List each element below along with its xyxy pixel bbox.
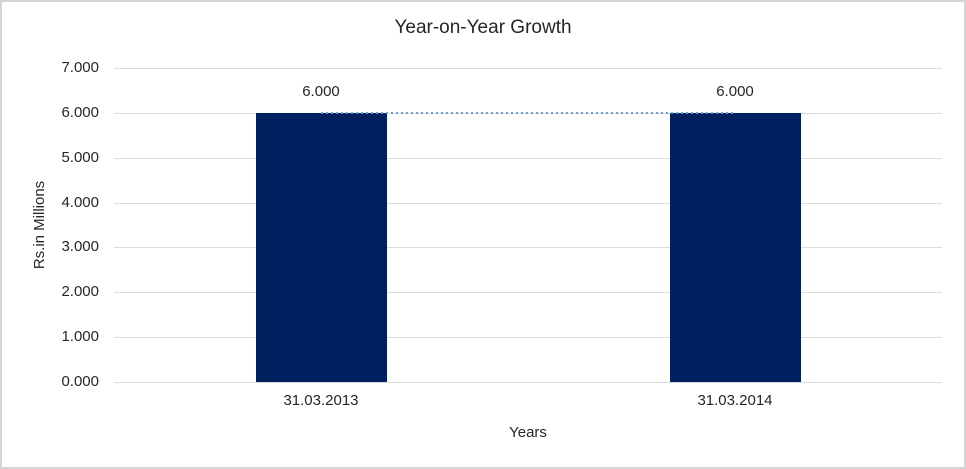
y-gridline: [114, 158, 942, 159]
connector-line: [321, 112, 735, 114]
y-tick-label: 3.000: [61, 238, 99, 255]
bar: [670, 113, 801, 382]
chart-title: Year-on-Year Growth: [394, 17, 572, 38]
y-axis-title-wrap: Rs.in Millions: [24, 68, 56, 382]
y-gridline: [114, 337, 942, 338]
y-tick-label: 4.000: [61, 194, 99, 211]
x-axis-title: Years: [509, 424, 547, 441]
bar-data-label: 6.000: [302, 83, 340, 100]
bar: [256, 113, 387, 382]
y-tick-label: 5.000: [61, 149, 99, 166]
x-tick-label: 31.03.2013: [283, 392, 359, 409]
x-tick-label: 31.03.2014: [697, 392, 773, 409]
y-tick-label: 2.000: [61, 283, 99, 300]
y-gridline: [114, 68, 942, 69]
y-gridline: [114, 203, 942, 204]
y-axis-title: Rs.in Millions: [31, 180, 49, 270]
y-tick-label: 6.000: [61, 104, 99, 121]
y-tick-label: 0.000: [61, 373, 99, 390]
y-tick-label: 7.000: [61, 59, 99, 76]
y-gridline: [114, 247, 942, 248]
bar-data-label: 6.000: [716, 83, 754, 100]
y-gridline: [114, 382, 942, 383]
y-gridline: [114, 292, 942, 293]
y-tick-label: 1.000: [61, 328, 99, 345]
